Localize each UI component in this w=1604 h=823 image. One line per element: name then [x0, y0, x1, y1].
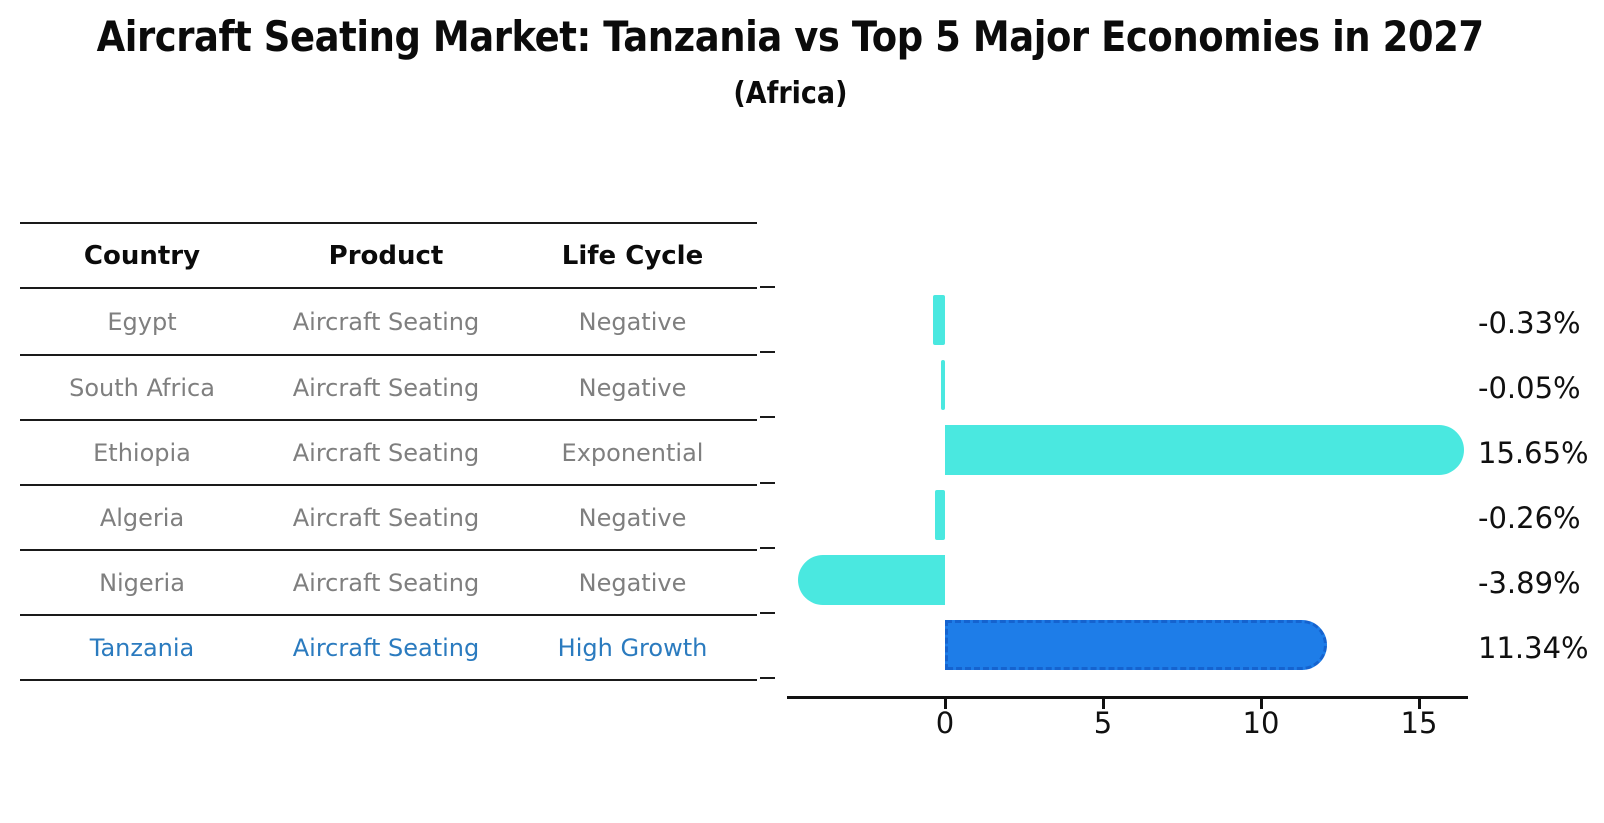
x-tickmark-15 — [1417, 699, 1421, 709]
chart-title: Aircraft Seating Market: Tanzania vs Top… — [96, 12, 1484, 61]
cell-country: South Africa — [69, 373, 215, 402]
cell-product: Aircraft Seating — [292, 568, 480, 597]
cell-country: Algeria — [99, 503, 185, 532]
x-tickmark-5 — [1101, 699, 1105, 709]
value-label-egypt: -0.33% — [1478, 305, 1581, 340]
y-tickmark-6 — [760, 677, 775, 679]
bar-algeria — [934, 490, 945, 541]
header-country: Country — [83, 240, 201, 271]
bar-tanzania — [945, 620, 1328, 671]
title-wrap: Aircraft Seating Market: Tanzania vs Top… — [0, 12, 1580, 61]
cell-country: Ethiopia — [93, 438, 191, 467]
chart-subtitle: (Africa) — [732, 76, 848, 111]
cell-country: Nigeria — [99, 568, 185, 597]
cell-life-cycle: Negative — [578, 503, 687, 532]
x-tickmark-10 — [1259, 699, 1263, 709]
header-life-cycle: Life Cycle — [561, 240, 704, 271]
subtitle-wrap: (Africa) — [0, 76, 1580, 111]
value-label-algeria: -0.26% — [1478, 501, 1581, 536]
cell-life-cycle: Negative — [578, 307, 687, 336]
cell-product: Aircraft Seating — [292, 307, 480, 336]
cell-life-cycle: High Growth — [557, 633, 708, 662]
table-row-ethiopia: Ethiopia Aircraft Seating Exponential — [20, 419, 757, 484]
x-ticklabel-0: 0 — [935, 706, 955, 740]
value-label-tanzania: 11.34% — [1478, 631, 1589, 666]
y-tickmark-0 — [760, 286, 775, 288]
bar-ethiopia — [945, 424, 1464, 475]
cell-country: Egypt — [107, 307, 177, 336]
table-row-south-africa: South Africa Aircraft Seating Negative — [20, 354, 757, 419]
y-tickmark-3 — [760, 481, 775, 484]
cell-product: Aircraft Seating — [292, 438, 480, 467]
table-row-tanzania: Tanzania Aircraft Seating High Growth — [20, 614, 757, 679]
x-axis-line — [787, 696, 1468, 699]
y-tickmark-4 — [760, 546, 775, 549]
comparison-table: Country Product Life Cycle Egypt Aircraf… — [20, 222, 757, 681]
cell-life-cycle: Exponential — [561, 438, 704, 467]
x-ticklabel-10: 10 — [1242, 706, 1280, 740]
y-tickmark-1 — [760, 351, 775, 354]
table-row-nigeria: Nigeria Aircraft Seating Negative — [20, 549, 757, 614]
table-row-algeria: Algeria Aircraft Seating Negative — [20, 484, 757, 549]
bar-south-africa — [941, 359, 945, 410]
bar-nigeria — [798, 555, 945, 606]
x-tickmark-0 — [943, 699, 947, 709]
cell-product: Aircraft Seating — [292, 633, 480, 662]
cell-life-cycle: Negative — [578, 373, 687, 402]
value-label-ethiopia: 15.65% — [1478, 435, 1589, 470]
y-tickmark-5 — [760, 611, 775, 614]
header-product: Product — [328, 240, 444, 271]
table-header-row: Country Product Life Cycle — [20, 224, 757, 289]
bar-egypt — [932, 294, 945, 345]
cell-product: Aircraft Seating — [292, 373, 480, 402]
cell-life-cycle: Negative — [578, 568, 687, 597]
cell-product: Aircraft Seating — [292, 503, 480, 532]
y-tickmark-2 — [760, 416, 775, 419]
cell-country: Tanzania — [89, 633, 195, 662]
x-ticklabel-15: 15 — [1400, 706, 1438, 740]
table-row-egypt: Egypt Aircraft Seating Negative — [20, 289, 757, 354]
value-label-nigeria: -3.89% — [1478, 566, 1581, 601]
x-ticklabel-5: 5 — [1093, 706, 1113, 740]
value-label-south-africa: -0.05% — [1478, 370, 1581, 405]
